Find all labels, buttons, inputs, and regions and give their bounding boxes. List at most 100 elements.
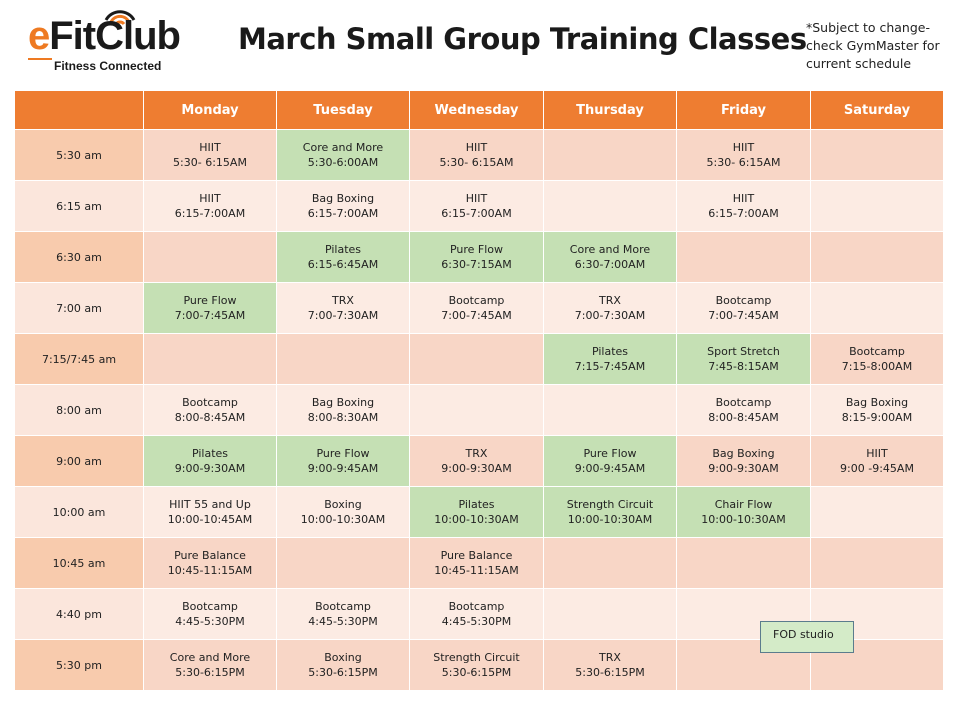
class-cell bbox=[543, 180, 677, 232]
class-time: 6:15-7:00AM bbox=[174, 207, 246, 220]
class-time: 6:15-7:00AM bbox=[708, 207, 779, 220]
class-cell: Bag Boxing 8:15-9:00AM bbox=[810, 384, 944, 436]
time-slot-label: 7:00 am bbox=[14, 282, 144, 334]
class-cell bbox=[543, 384, 677, 436]
class-time: 8:00-8:30AM bbox=[307, 411, 379, 424]
note-line-1: *Subject to change- bbox=[806, 20, 930, 35]
table-row: 7:00 am Pure Flow 7:00-7:45AM TRX 7:00-7:30A… bbox=[14, 282, 944, 334]
class-time: 5:30- 6:15AM bbox=[439, 156, 514, 169]
time-slot-label: 5:30 pm bbox=[14, 639, 144, 691]
table-row: 5:30 am HIIT 5:30- 6:15AM Core and More 5:30… bbox=[14, 129, 944, 181]
class-time: 9:00-9:30AM bbox=[441, 462, 512, 475]
class-name: Bag Boxing bbox=[845, 396, 909, 409]
class-time: 5:30-6:00AM bbox=[307, 156, 379, 169]
class-name: Bootcamp bbox=[448, 600, 505, 613]
class-time: 9:00-9:45AM bbox=[574, 462, 646, 475]
class-time: 7:00-7:45AM bbox=[441, 309, 512, 322]
class-cell: Bootcamp 8:00-8:45AM bbox=[143, 384, 277, 436]
class-cell: Pure Flow 9:00-9:45AM bbox=[276, 435, 410, 487]
class-cell: HIIT 5:30- 6:15AM bbox=[409, 129, 544, 181]
class-name: HIIT 55 and Up bbox=[169, 498, 251, 511]
header-corner bbox=[14, 90, 144, 130]
class-time: 8:00-8:45AM bbox=[708, 411, 779, 424]
class-cell: Bootcamp 7:15-8:00AM bbox=[810, 333, 944, 385]
class-cell: Bootcamp 7:00-7:45AM bbox=[676, 282, 811, 334]
class-cell bbox=[810, 486, 944, 538]
class-cell: Pure Balance 10:45-11:15AM bbox=[143, 537, 277, 589]
class-time: 7:15-7:45AM bbox=[574, 360, 646, 373]
class-cell bbox=[543, 129, 677, 181]
class-time: 6:15-6:45AM bbox=[307, 258, 379, 271]
class-cell bbox=[276, 537, 410, 589]
class-name: Bootcamp bbox=[182, 396, 238, 409]
class-time: 7:45-8:15AM bbox=[708, 360, 779, 373]
class-cell bbox=[676, 231, 811, 283]
logo-wordmark: eFitClub bbox=[28, 14, 181, 58]
class-cell: Pure Flow 9:00-9:45AM bbox=[543, 435, 677, 487]
class-cell bbox=[810, 129, 944, 181]
logo-tagline: Fitness Connected bbox=[54, 59, 162, 73]
class-cell bbox=[676, 537, 811, 589]
class-name: Pure Flow bbox=[583, 447, 637, 460]
class-time: 7:15-8:00AM bbox=[841, 360, 913, 373]
class-cell: Boxing 5:30-6:15PM bbox=[276, 639, 410, 691]
efitclub-logo: eFitClub Fitness Connected bbox=[28, 4, 218, 76]
class-name: Pilates bbox=[591, 345, 629, 358]
table-row: 7:15/7:45 am Pilates 7:15-7:45AM Sport Stre… bbox=[14, 333, 944, 385]
class-time: 10:00-10:30AM bbox=[300, 513, 386, 526]
class-name: Core and More bbox=[569, 243, 651, 256]
class-name: Pure Flow bbox=[449, 243, 504, 256]
class-time: 10:45-11:15AM bbox=[434, 564, 519, 577]
class-name: Pure Balance bbox=[440, 549, 513, 562]
class-cell: Core and More 6:30-7:00AM bbox=[543, 231, 677, 283]
class-cell: Chair Flow 10:00-10:30AM bbox=[676, 486, 811, 538]
class-time: 9:00-9:30AM bbox=[708, 462, 779, 475]
class-name: HIIT bbox=[732, 192, 755, 205]
logo-e: e bbox=[28, 14, 50, 58]
class-time: 8:15-9:00AM bbox=[841, 411, 913, 424]
class-cell: Pure Balance 10:45-11:15AM bbox=[409, 537, 544, 589]
class-name: HIIT bbox=[199, 141, 221, 154]
class-cell bbox=[543, 537, 677, 589]
time-slot-label: 8:00 am bbox=[14, 384, 144, 436]
class-name: Chair Flow bbox=[714, 498, 773, 511]
class-name: Bootcamp bbox=[315, 600, 371, 613]
class-cell: Core and More 5:30-6:15PM bbox=[143, 639, 277, 691]
class-time: 10:00-10:30AM bbox=[701, 513, 786, 526]
class-cell bbox=[143, 333, 277, 385]
class-name: Pilates bbox=[458, 498, 495, 511]
table-row: 10:45 am Pure Balance 10:45-11:15AM Pure Ba… bbox=[14, 537, 944, 589]
time-slot-label: 4:40 pm bbox=[14, 588, 144, 640]
class-name: TRX bbox=[599, 651, 621, 664]
class-time: 5:30-6:15PM bbox=[308, 666, 378, 679]
class-name: Bootcamp bbox=[715, 396, 772, 409]
class-cell: Pilates 10:00-10:30AM bbox=[409, 486, 544, 538]
time-slot-label: 10:45 am bbox=[14, 537, 144, 589]
time-slot-label: 6:15 am bbox=[14, 180, 144, 232]
class-time: 6:15-7:00AM bbox=[307, 207, 379, 220]
class-time: 5:30- 6:15AM bbox=[173, 156, 247, 169]
class-cell: HIIT 9:00 -9:45AM bbox=[810, 435, 944, 487]
class-cell: TRX 5:30-6:15PM bbox=[543, 639, 677, 691]
class-cell: HIIT 6:15-7:00AM bbox=[143, 180, 277, 232]
schedule-body: 5:30 am HIIT 5:30- 6:15AM Core and More 5:30… bbox=[14, 129, 944, 691]
class-name: HIIT bbox=[465, 192, 488, 205]
class-time: 4:45-5:30PM bbox=[441, 615, 512, 628]
time-slot-label: 10:00 am bbox=[14, 486, 144, 538]
class-time: 6:30-7:00AM bbox=[574, 258, 646, 271]
class-time: 6:30-7:15AM bbox=[441, 258, 512, 271]
schedule-note: *Subject to change- check GymMaster for … bbox=[806, 19, 956, 73]
class-name: Boxing bbox=[324, 651, 362, 664]
class-name: Bootcamp bbox=[448, 294, 505, 307]
class-cell: TRX 7:00-7:30AM bbox=[543, 282, 677, 334]
time-slot-label: 9:00 am bbox=[14, 435, 144, 487]
class-cell: TRX 7:00-7:30AM bbox=[276, 282, 410, 334]
class-time: 7:00-7:45AM bbox=[174, 309, 246, 322]
class-cell: HIIT 55 and Up 10:00-10:45AM bbox=[143, 486, 277, 538]
table-row: 6:15 am HIIT 6:15-7:00AM Bag Boxing 6:15-7:0… bbox=[14, 180, 944, 232]
class-name: Sport Stretch bbox=[707, 345, 780, 358]
note-line-2: check GymMaster for bbox=[806, 38, 940, 53]
day-header-thursday: Thursday bbox=[543, 90, 677, 130]
time-slot-label: 6:30 am bbox=[14, 231, 144, 283]
fod-studio-legend: FOD studio bbox=[760, 621, 854, 653]
